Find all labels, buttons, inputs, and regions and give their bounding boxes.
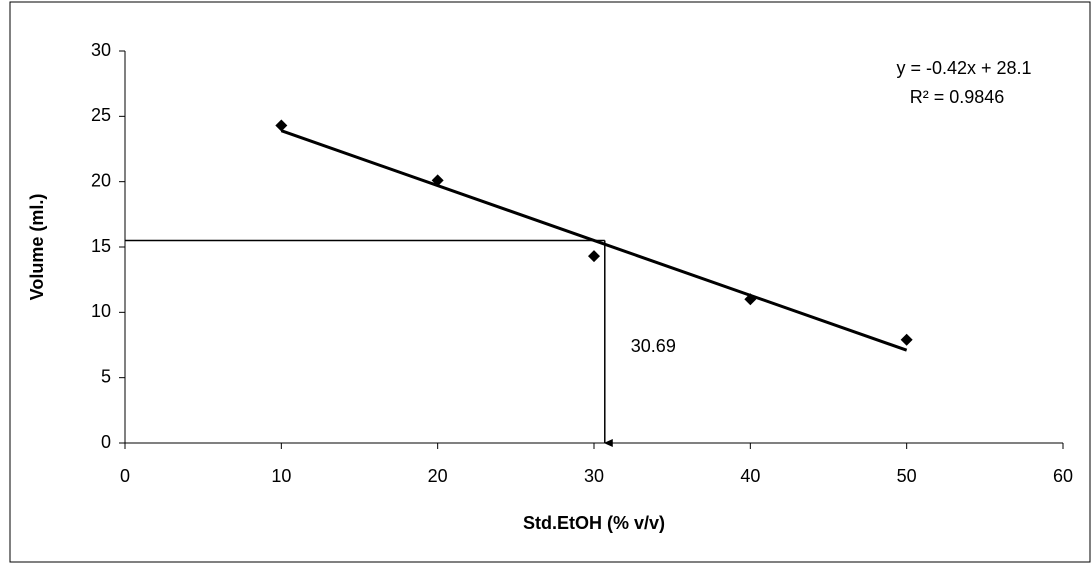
y-axis-label: Volume (ml.)	[27, 194, 47, 301]
data-point	[431, 174, 444, 187]
x-tick-label: 50	[897, 466, 917, 486]
y-tick-label: 25	[91, 105, 111, 125]
data-point	[744, 293, 757, 306]
r-squared: R² = 0.9846	[910, 87, 1005, 107]
y-tick-label: 20	[91, 170, 111, 190]
y-tick-label: 0	[101, 432, 111, 452]
trendline	[280, 129, 908, 352]
x-tick-label: 20	[428, 466, 448, 486]
data-point	[275, 119, 288, 132]
x-tick-label: 40	[740, 466, 760, 486]
y-tick-label: 30	[91, 40, 111, 60]
data-point	[900, 333, 913, 346]
y-tick-label: 5	[101, 366, 111, 386]
data-point	[588, 250, 600, 263]
trend-equation: y = -0.42x + 28.1	[896, 58, 1031, 78]
y-tick-label: 15	[91, 236, 111, 256]
x-tick-label: 10	[271, 466, 291, 486]
x-tick-label: 60	[1053, 466, 1073, 486]
chart-border	[9, 1, 1091, 563]
y-tick-label: 10	[91, 301, 111, 321]
x-tick-label: 0	[120, 466, 130, 486]
x-tick-label: 30	[584, 466, 604, 486]
x-axis-label: Std.EtOH (% v/v)	[523, 513, 665, 533]
guide-label: 30.69	[631, 336, 676, 356]
